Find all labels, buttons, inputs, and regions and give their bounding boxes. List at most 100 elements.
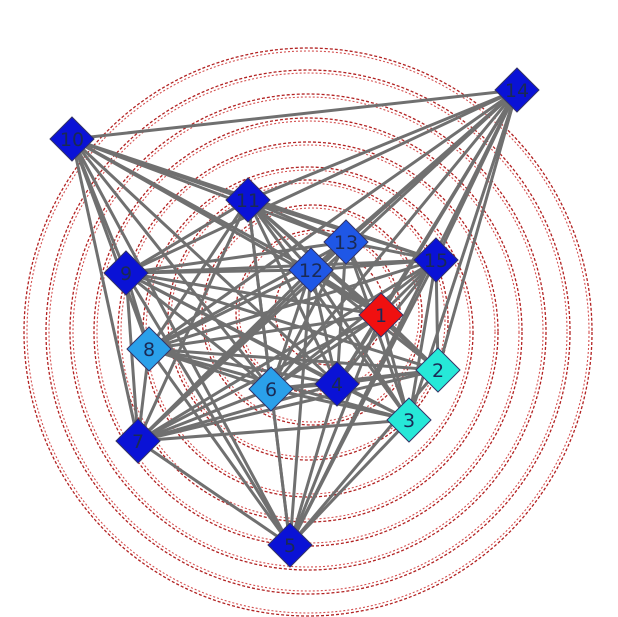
edge-11-6 xyxy=(246,198,273,391)
node-5-label: 5 xyxy=(284,535,296,557)
node-10-shape xyxy=(49,116,95,162)
ring-2 xyxy=(201,204,423,426)
node-3-label: 3 xyxy=(403,410,415,432)
node-10[interactable]: 10 xyxy=(49,116,95,162)
edge-11-13 xyxy=(246,198,348,244)
node-3-shape xyxy=(386,397,432,443)
node-13[interactable]: 13 xyxy=(323,219,369,265)
node-4-shape xyxy=(314,361,360,407)
node-5-shape xyxy=(267,522,313,568)
ring-3 xyxy=(167,179,449,461)
edge-10-5 xyxy=(70,137,292,547)
edge-layer xyxy=(70,88,519,547)
edge-9-6 xyxy=(124,271,273,391)
edge-5-9 xyxy=(124,271,292,547)
node-4-label: 4 xyxy=(331,374,343,396)
node-13-shape xyxy=(323,219,369,265)
edge-8-11 xyxy=(147,198,250,351)
node-5[interactable]: 5 xyxy=(267,522,313,568)
node-14-shape xyxy=(494,67,540,113)
edge-14-9 xyxy=(124,88,519,275)
node-4[interactable]: 4 xyxy=(314,361,360,407)
edge-8-15 xyxy=(147,258,438,351)
edge-8-6 xyxy=(147,347,273,391)
edge-14-8 xyxy=(147,88,519,351)
node-6[interactable]: 6 xyxy=(248,366,294,412)
edge-12-4 xyxy=(309,268,339,386)
node-12-shape xyxy=(288,247,334,293)
node-11-shape xyxy=(225,177,271,223)
node-2[interactable]: 2 xyxy=(415,347,461,393)
ring-7 xyxy=(69,93,547,571)
edge-7-15 xyxy=(136,258,438,443)
edge-13-4 xyxy=(335,240,348,386)
node-1-label: 1 xyxy=(375,305,387,327)
edge-14-11 xyxy=(246,88,519,202)
ring-outer-inner xyxy=(26,50,590,614)
edge-8-4 xyxy=(147,347,339,386)
edge-7-9 xyxy=(124,271,140,443)
ring-8 xyxy=(45,69,571,595)
node-2-label: 2 xyxy=(432,360,444,382)
edge-1-6 xyxy=(269,313,383,391)
node-12[interactable]: 12 xyxy=(288,247,334,293)
edge-5-7 xyxy=(136,439,292,547)
edge-5-3 xyxy=(288,418,411,547)
node-2-shape xyxy=(415,347,461,393)
edge-15-3 xyxy=(407,258,438,422)
node-9-shape xyxy=(103,250,149,296)
edge-12-6 xyxy=(269,268,313,391)
node-14[interactable]: 14 xyxy=(494,67,540,113)
node-7-shape xyxy=(115,418,161,464)
node-1-shape xyxy=(358,292,404,338)
ring-5b xyxy=(120,144,496,520)
edge-7-3 xyxy=(136,418,411,443)
edge-6-3 xyxy=(269,387,411,422)
edge-9-11 xyxy=(124,198,250,275)
concentric-rings xyxy=(23,47,593,617)
node-11-label: 11 xyxy=(236,190,260,212)
ring-4 xyxy=(142,166,474,498)
node-3[interactable]: 3 xyxy=(386,397,432,443)
node-10-label: 10 xyxy=(60,129,84,151)
node-7[interactable]: 7 xyxy=(115,418,161,464)
edge-13-6 xyxy=(269,240,348,391)
edge-12-3 xyxy=(309,268,411,422)
node-6-label: 6 xyxy=(265,379,277,401)
ring-6b xyxy=(96,120,520,544)
node-9-label: 9 xyxy=(120,263,132,285)
node-8-label: 8 xyxy=(143,339,155,361)
ring-outer xyxy=(23,47,593,617)
ring-2b xyxy=(204,207,420,423)
node-13-label: 13 xyxy=(334,232,358,254)
node-15[interactable]: 15 xyxy=(413,237,459,283)
edge-5-8 xyxy=(147,347,292,547)
edge-10-9 xyxy=(70,137,128,275)
node-8[interactable]: 8 xyxy=(126,326,172,372)
node-7-label: 7 xyxy=(132,431,144,453)
edge-7-2 xyxy=(136,368,440,443)
ring-7b xyxy=(72,96,544,568)
edge-7-11 xyxy=(136,198,250,443)
edge-7-4 xyxy=(136,382,339,443)
ring-3b xyxy=(170,182,446,458)
edge-9-1 xyxy=(124,271,383,317)
node-12-label: 12 xyxy=(299,260,323,282)
ring-8b xyxy=(48,72,568,592)
edge-15-6 xyxy=(269,258,438,391)
edge-5-15 xyxy=(288,258,438,547)
edge-14-6 xyxy=(269,88,519,391)
node-9[interactable]: 9 xyxy=(103,250,149,296)
edge-14-2 xyxy=(436,88,519,372)
edge-10-13 xyxy=(70,137,348,244)
node-6-shape xyxy=(248,366,294,412)
node-15-shape xyxy=(413,237,459,283)
edge-11-3 xyxy=(246,198,411,422)
node-14-label: 14 xyxy=(505,80,529,102)
edge-10-7 xyxy=(70,137,140,443)
node-11[interactable]: 11 xyxy=(225,177,271,223)
node-1[interactable]: 1 xyxy=(358,292,404,338)
node-8-shape xyxy=(126,326,172,372)
